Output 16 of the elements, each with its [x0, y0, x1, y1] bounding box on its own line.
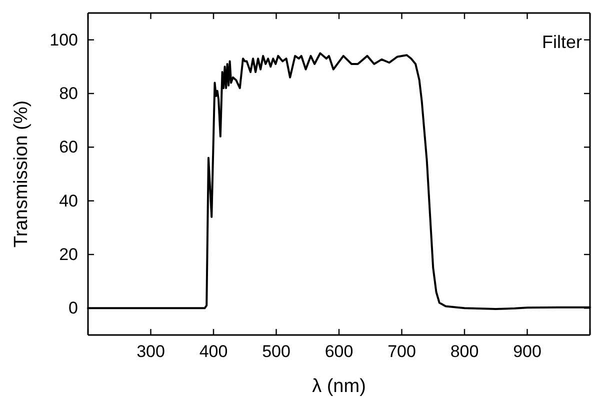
x-tick-label: 600 [324, 342, 354, 362]
x-tick-label: 300 [136, 342, 165, 362]
y-tick-label: 20 [59, 244, 78, 264]
annotation: Filter [542, 32, 582, 52]
y-tick-label: 100 [50, 30, 78, 50]
y-tick-label: 0 [68, 298, 78, 318]
x-tick-label: 400 [199, 342, 228, 362]
y-tick-label: 60 [59, 138, 78, 157]
x-tick-label: 500 [262, 342, 290, 362]
y-axis-title: Transmission (%) [11, 100, 32, 248]
x-axis-title: λ (nm) [312, 376, 366, 397]
y-tick-label: 80 [59, 84, 78, 103]
x-tick-label: 900 [513, 342, 542, 362]
y-tick-label: 40 [59, 191, 78, 210]
x-tick-label: 700 [388, 342, 416, 362]
x-tick-label: 800 [450, 342, 479, 362]
